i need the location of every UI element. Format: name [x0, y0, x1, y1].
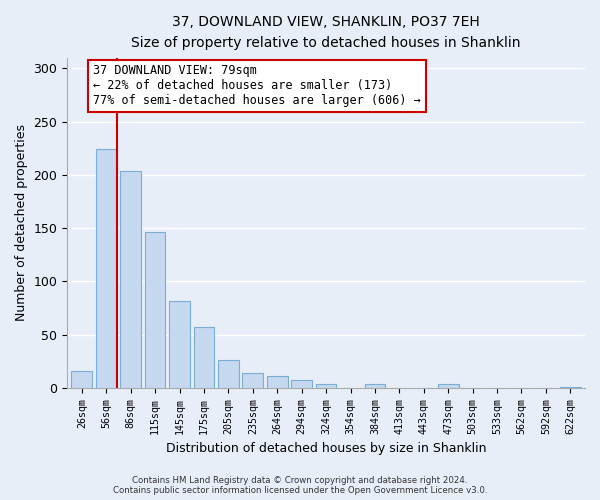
Bar [365, 384, 385, 388]
Y-axis label: Number of detached properties: Number of detached properties [15, 124, 28, 322]
X-axis label: Distribution of detached houses by size in Shanklin: Distribution of detached houses by size … [166, 442, 487, 455]
Bar [438, 384, 458, 388]
Bar [145, 232, 166, 388]
Text: Contains HM Land Registry data © Crown copyright and database right 2024.
Contai: Contains HM Land Registry data © Crown c… [113, 476, 487, 495]
Bar [316, 384, 337, 388]
Bar [218, 360, 239, 388]
Bar [267, 376, 287, 388]
Bar [560, 387, 581, 388]
Bar [96, 150, 116, 388]
Bar [169, 300, 190, 388]
Bar [194, 327, 214, 388]
Bar [120, 170, 141, 388]
Title: 37, DOWNLAND VIEW, SHANKLIN, PO37 7EH
Size of property relative to detached hous: 37, DOWNLAND VIEW, SHANKLIN, PO37 7EH Si… [131, 15, 521, 50]
Bar [242, 373, 263, 388]
Text: 37 DOWNLAND VIEW: 79sqm
← 22% of detached houses are smaller (173)
77% of semi-d: 37 DOWNLAND VIEW: 79sqm ← 22% of detache… [93, 64, 421, 108]
Bar [71, 371, 92, 388]
Bar [291, 380, 312, 388]
